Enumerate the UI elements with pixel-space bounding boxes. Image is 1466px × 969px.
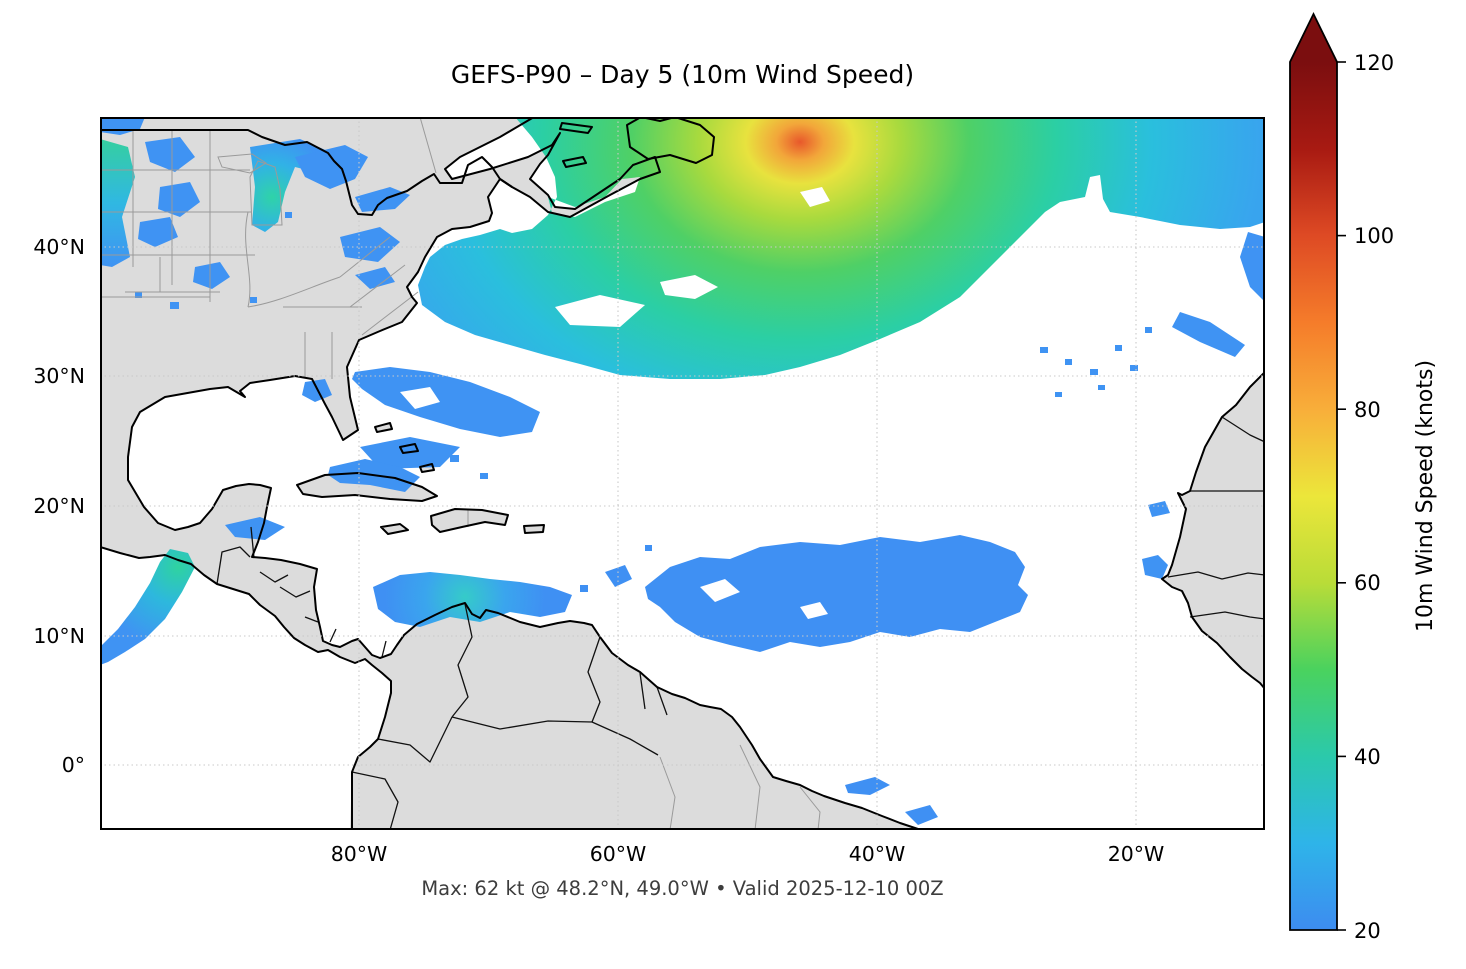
wind-fragment-right-edge [1240,232,1265,302]
wind-trade-outliers [580,545,938,825]
state-borders [100,116,821,831]
colorbar-tick-labels: 20 40 60 80 100 120 [1354,51,1394,943]
colorbar-canvas: 20 40 60 80 100 120 10m Wind Speed (knot… [1289,11,1438,943]
lat-tick-30n: 30°N [33,364,85,388]
colorbar-tick-20: 20 [1354,919,1381,943]
wind-west-africa-patches [1142,501,1170,579]
colorbar-tick-120: 120 [1354,51,1394,75]
wind-north-atlantic-swath [418,117,1265,379]
land-africa [1162,372,1265,689]
colorbar: 20 40 60 80 100 120 10m Wind Speed (knot… [1270,0,1466,969]
axes-frame [100,117,1265,830]
lat-tick-10n: 10°N [33,624,85,648]
colorbar-outline [1289,11,1338,931]
lon-tick-40w: 40°W [848,842,906,866]
country-borders [216,416,1266,831]
wind-fragment-azores [1172,312,1245,357]
colorbar-tick-100: 100 [1354,224,1394,248]
wind-great-lakes-cluster [100,117,410,309]
max-annotation-caption: Max: 62 kt @ 48.2°N, 49.0°W • Valid 2025… [421,877,944,900]
lat-tick-20n: 20°N [33,494,85,518]
colorbar-axis-label: 10m Wind Speed (knots) [1413,360,1438,632]
colorbar-arrow [1290,14,1337,62]
coastlines [99,116,1266,830]
lat-tick-40n: 40°N [33,235,85,259]
colorbar-tick-marks [1337,61,1346,931]
land-puerto-rico [524,525,544,533]
map-canvas [99,116,1266,831]
colorbar-tick-60: 60 [1354,571,1381,595]
us-canada-border [100,129,513,216]
gridlines [100,117,1265,830]
colorbar-gradient-bar [1290,62,1337,930]
map-plot-area [99,116,1266,831]
lat-tick-0: 0° [61,753,85,777]
wind-caribbean-jet [373,572,572,627]
wind-field-layer [100,117,1265,825]
land-americas [100,117,920,830]
land-hispaniola [431,509,508,532]
colorbar-tick-40: 40 [1354,745,1381,769]
wind-trade-winds-blob [645,535,1028,652]
land-cuba [297,473,437,501]
wind-specks-se [1040,327,1152,397]
plot-title: GEFS-P90 – Day 5 (10m Wind Speed) [450,60,915,89]
lon-tick-20w: 20°W [1107,842,1165,866]
colorbar-tick-80: 80 [1354,398,1381,422]
lon-tick-80w: 80°W [330,842,388,866]
lon-tick-60w: 60°W [589,842,647,866]
